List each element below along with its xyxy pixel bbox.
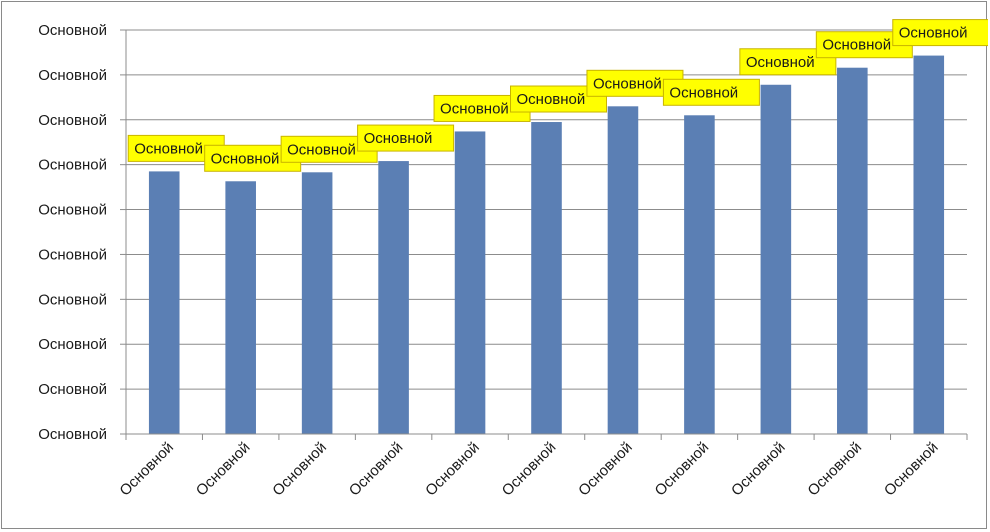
y-tick-label: Основной bbox=[38, 246, 107, 263]
x-tick-label: Основной bbox=[269, 439, 330, 500]
x-tick-label: Основной bbox=[804, 439, 865, 500]
bar bbox=[148, 171, 180, 434]
x-tick-labels: Основной Основной Основной Основной Основной… bbox=[116, 439, 941, 500]
bar bbox=[684, 115, 715, 435]
data-label: Основной bbox=[280, 135, 378, 163]
y-tick-label: Основной bbox=[38, 381, 107, 398]
bar bbox=[301, 172, 333, 434]
x-tick-label: Основной bbox=[881, 439, 942, 500]
data-label-text: Основной bbox=[364, 130, 433, 147]
data-label: Основной bbox=[357, 124, 455, 152]
data-label-text: Основной bbox=[746, 54, 815, 71]
y-tick-label: Основной bbox=[38, 336, 107, 353]
bars bbox=[148, 55, 945, 435]
data-label-text: Основной bbox=[593, 75, 662, 92]
y-tick-label: Основной bbox=[38, 291, 107, 308]
data-label: Основной bbox=[892, 19, 988, 47]
x-tick-label: Основной bbox=[575, 439, 636, 500]
bar bbox=[378, 161, 409, 434]
x-tick-label: Основной bbox=[499, 439, 560, 500]
data-label-text: Основной bbox=[899, 25, 968, 42]
bar bbox=[837, 67, 868, 434]
y-tick-label: Основной bbox=[38, 426, 107, 443]
y-tick-label: Основной bbox=[38, 67, 107, 84]
data-label-text: Основной bbox=[134, 140, 203, 157]
x-tick-label: Основной bbox=[116, 439, 177, 500]
bar bbox=[454, 131, 486, 434]
y-tick-label: Основной bbox=[38, 112, 107, 129]
y-tick-label: Основной bbox=[38, 157, 107, 174]
data-label: Основной bbox=[662, 78, 760, 106]
data-label-text: Основной bbox=[669, 84, 738, 101]
bar bbox=[531, 122, 562, 435]
data-label-text: Основной bbox=[287, 141, 356, 158]
y-tick-label: Основной bbox=[38, 202, 107, 219]
x-tick-label: Основной bbox=[422, 439, 483, 500]
axes bbox=[120, 29, 968, 440]
data-labels: Основной Основной Основной Основной Основной… bbox=[127, 19, 988, 172]
x-tick-label: Основной bbox=[728, 439, 789, 500]
x-tick-label: Основной bbox=[652, 439, 713, 500]
y-tick-label: Основной bbox=[38, 22, 107, 39]
data-label-text: Основной bbox=[211, 150, 280, 167]
bar bbox=[913, 55, 945, 434]
bar bbox=[607, 106, 639, 435]
data-label-text: Основной bbox=[440, 100, 509, 117]
y-tick-labels: Основной Основной Основной Основной Основной… bbox=[38, 22, 107, 443]
data-label-text: Основной bbox=[517, 91, 586, 108]
bar bbox=[760, 84, 792, 435]
data-label-box bbox=[662, 78, 760, 106]
x-tick-label: Основной bbox=[193, 439, 254, 500]
data-label-box bbox=[357, 124, 455, 152]
data-label-text: Основной bbox=[822, 37, 891, 54]
bar bbox=[225, 181, 256, 434]
x-tick-label: Основной bbox=[346, 439, 407, 500]
data-label-box bbox=[892, 19, 988, 47]
